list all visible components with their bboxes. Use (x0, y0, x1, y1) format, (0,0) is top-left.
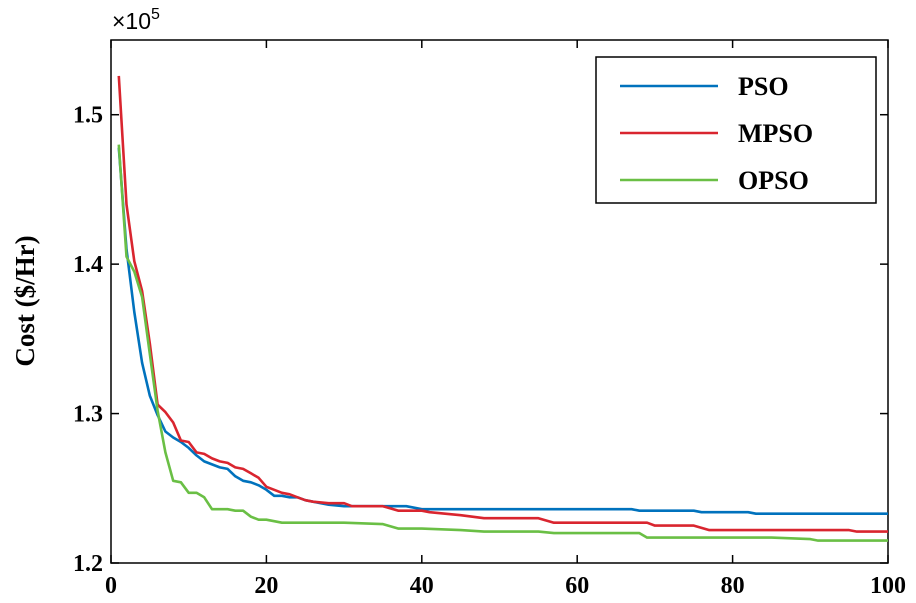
y-axis-title: Cost ($/Hr) (10, 235, 40, 366)
y-tick-label: 1.2 (73, 551, 103, 577)
x-tick-label: 100 (870, 573, 906, 599)
y-tick-label: 1.5 (73, 103, 103, 129)
legend-box (595, 56, 877, 204)
series-line-opso (117, 144, 888, 542)
x-tick-label: 40 (410, 573, 434, 599)
y-axis: 1.2 1.3 1.4 1.5 (73, 103, 888, 577)
y-tick-label: 1.4 (73, 252, 103, 278)
y-tick-label: 1.3 (73, 402, 103, 428)
x-tick-label: 0 (105, 573, 117, 599)
x-tick-label: 60 (565, 573, 589, 599)
legend-label-mpso: MPSO (738, 119, 813, 148)
legend: PSO MPSO OPSO (595, 56, 877, 204)
x-axis: 0 20 40 60 80 100 (105, 40, 906, 599)
x-tick-label: 20 (254, 573, 278, 599)
legend-label-pso: PSO (738, 72, 789, 101)
plot-frame (110, 39, 889, 564)
y-multiplier-label: ×105 (112, 6, 160, 34)
x-tick-label: 80 (721, 573, 745, 599)
series-layer (117, 75, 888, 542)
legend-label-opso: OPSO (738, 166, 809, 195)
series-line-mpso (117, 75, 888, 533)
